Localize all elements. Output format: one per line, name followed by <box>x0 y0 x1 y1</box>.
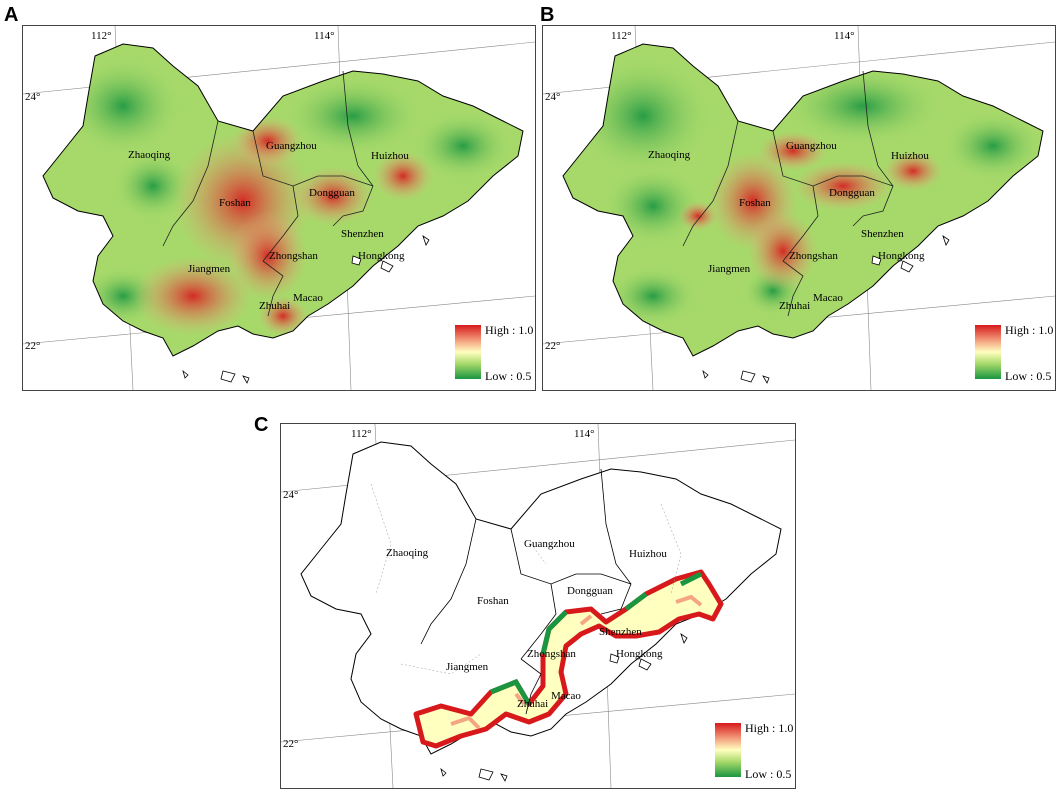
region-outline <box>300 441 782 755</box>
city-label-jiangmen: Jiangmen <box>708 263 751 275</box>
district-borders <box>162 70 374 317</box>
latitude-label: 22° <box>545 340 560 352</box>
city-label-zhuhai: Zhuhai <box>779 300 810 312</box>
city-label-dongguan: Dongguan <box>829 187 875 199</box>
city-label-guangzhou: Guangzhou <box>266 140 317 152</box>
city-label-zhuhai: Zhuhai <box>517 698 548 710</box>
latitude-label: 24° <box>545 91 560 103</box>
city-label-jiangmen: Jiangmen <box>188 263 231 275</box>
city-label-foshan: Foshan <box>219 197 251 209</box>
city-label-foshan: Foshan <box>739 197 771 209</box>
city-label-dongguan: Dongguan <box>309 187 355 199</box>
city-label-macao: Macao <box>293 292 323 304</box>
map-svg-c: 112° 114° 24° 22° Zhaoqing Guangzhou Hui… <box>281 424 795 788</box>
region-outline <box>42 43 524 357</box>
legend-color-ramp <box>455 325 481 379</box>
city-label-huizhou: Huizhou <box>371 150 409 162</box>
city-label-zhaoqing: Zhaoqing <box>386 547 429 559</box>
city-label-dongguan: Dongguan <box>567 585 613 597</box>
panel-label-b: B <box>540 4 555 26</box>
city-label-shenzhen: Shenzhen <box>861 228 904 240</box>
legend-color-ramp <box>715 723 741 777</box>
map-svg-a: 112° 114° 24° 22° Zhaoqing Guangzhou Hui… <box>23 26 535 390</box>
islands <box>702 235 950 384</box>
longitude-label: 112° <box>611 30 632 42</box>
legend-low-label: Low : 0.5 <box>1005 369 1052 383</box>
latitude-label: 24° <box>25 91 40 103</box>
map-panel-a: 112° 114° 24° 22° Zhaoqing Guangzhou Hui… <box>22 25 536 391</box>
map-panel-b: 112° 114° 24° 22° Zhaoqing Guangzhou Hui… <box>542 25 1056 391</box>
map-panel-c: 112° 114° 24° 22° Zhaoqing Guangzhou Hui… <box>280 423 796 789</box>
city-label-macao: Macao <box>813 292 843 304</box>
coastal-low-segments <box>490 571 703 706</box>
city-label-zhongshan: Zhongshan <box>527 648 576 660</box>
city-label-hongkong: Hongkong <box>878 250 925 262</box>
city-label-shenzhen: Shenzhen <box>599 626 642 638</box>
city-label-zhongshan: Zhongshan <box>269 250 318 262</box>
latitude-label: 22° <box>283 738 298 750</box>
longitude-label: 114° <box>574 428 595 440</box>
district-borders <box>420 468 632 715</box>
city-label-hongkong: Hongkong <box>358 250 405 262</box>
map-svg-b: 112° 114° 24° 22° Zhaoqing Guangzhou Hui… <box>543 26 1055 390</box>
longitude-label: 112° <box>91 30 112 42</box>
longitude-label: 114° <box>834 30 855 42</box>
legend-low-label: Low : 0.5 <box>745 767 792 781</box>
city-label-macao: Macao <box>551 690 581 702</box>
subdistrict-borders <box>370 483 682 675</box>
legend-high-label: High : 1.0 <box>745 721 794 735</box>
city-label-jiangmen: Jiangmen <box>446 661 489 673</box>
city-label-zhaoqing: Zhaoqing <box>648 149 691 161</box>
region-outline <box>562 43 1044 357</box>
legend-low-label: Low : 0.5 <box>485 369 532 383</box>
city-label-zhuhai: Zhuhai <box>259 300 290 312</box>
city-label-huizhou: Huizhou <box>629 548 667 560</box>
city-label-guangzhou: Guangzhou <box>786 140 837 152</box>
latitude-label: 22° <box>25 340 40 352</box>
islands <box>182 235 430 384</box>
city-label-zhongshan: Zhongshan <box>789 250 838 262</box>
city-label-hongkong: Hongkong <box>616 648 663 660</box>
panel-label-c: C <box>254 414 269 436</box>
longitude-label: 112° <box>351 428 372 440</box>
islands <box>440 633 688 782</box>
city-label-zhaoqing: Zhaoqing <box>128 149 171 161</box>
district-borders <box>682 70 894 317</box>
panel-label-a: A <box>4 4 19 26</box>
coastal-mid-segments <box>450 594 703 730</box>
longitude-label: 114° <box>314 30 335 42</box>
city-label-shenzhen: Shenzhen <box>341 228 384 240</box>
coastal-suitability-band <box>413 569 724 749</box>
legend-color-ramp <box>975 325 1001 379</box>
legend-high-label: High : 1.0 <box>485 323 534 337</box>
city-label-huizhou: Huizhou <box>891 150 929 162</box>
legend-high-label: High : 1.0 <box>1005 323 1054 337</box>
latitude-label: 24° <box>283 489 298 501</box>
city-label-foshan: Foshan <box>477 595 509 607</box>
city-label-guangzhou: Guangzhou <box>524 538 575 550</box>
